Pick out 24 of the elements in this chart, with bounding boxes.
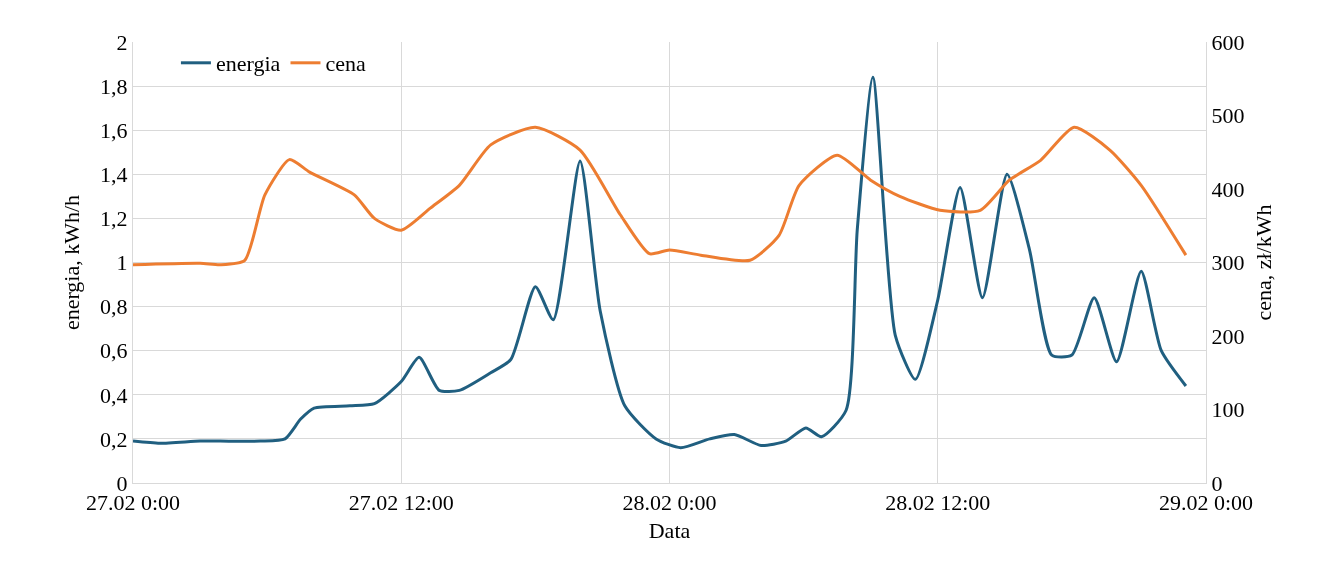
y2-tick-label: 600 xyxy=(1211,29,1245,55)
y-tick-label: 0,4 xyxy=(100,382,128,408)
y-tick-label: 2 xyxy=(116,29,128,55)
y-tick-label: 0,2 xyxy=(100,426,128,452)
y-tick-label: 1,4 xyxy=(100,162,128,187)
y2-tick-label: 100 xyxy=(1211,397,1245,423)
y-axis-title: energia, kWh/h xyxy=(59,194,84,331)
y-tick-label: 1,6 xyxy=(100,117,128,143)
y2-tick-label: 300 xyxy=(1211,250,1245,276)
y-tick-label: 0,6 xyxy=(100,338,128,364)
x-tick-label: 28.02 12:00 xyxy=(885,490,991,516)
x-tick-label: 28.02 0:00 xyxy=(622,490,717,516)
legend-label: cena xyxy=(325,51,367,77)
y-tick-label: 1 xyxy=(116,250,128,276)
y2-axis-title: cena, zł/kWh xyxy=(1251,204,1276,321)
y-tick-label: 1,2 xyxy=(100,206,128,232)
y2-tick-label: 200 xyxy=(1211,323,1245,349)
x-axis-title: Data xyxy=(648,518,691,544)
y-tick-label: 0,8 xyxy=(100,294,128,320)
y2-tick-label: 500 xyxy=(1211,103,1245,129)
x-tick-label: 27.02 12:00 xyxy=(348,490,454,516)
y-tick-label: 1,8 xyxy=(100,73,128,99)
y2-tick-label: 400 xyxy=(1211,176,1245,202)
legend-label: energia xyxy=(215,51,281,77)
